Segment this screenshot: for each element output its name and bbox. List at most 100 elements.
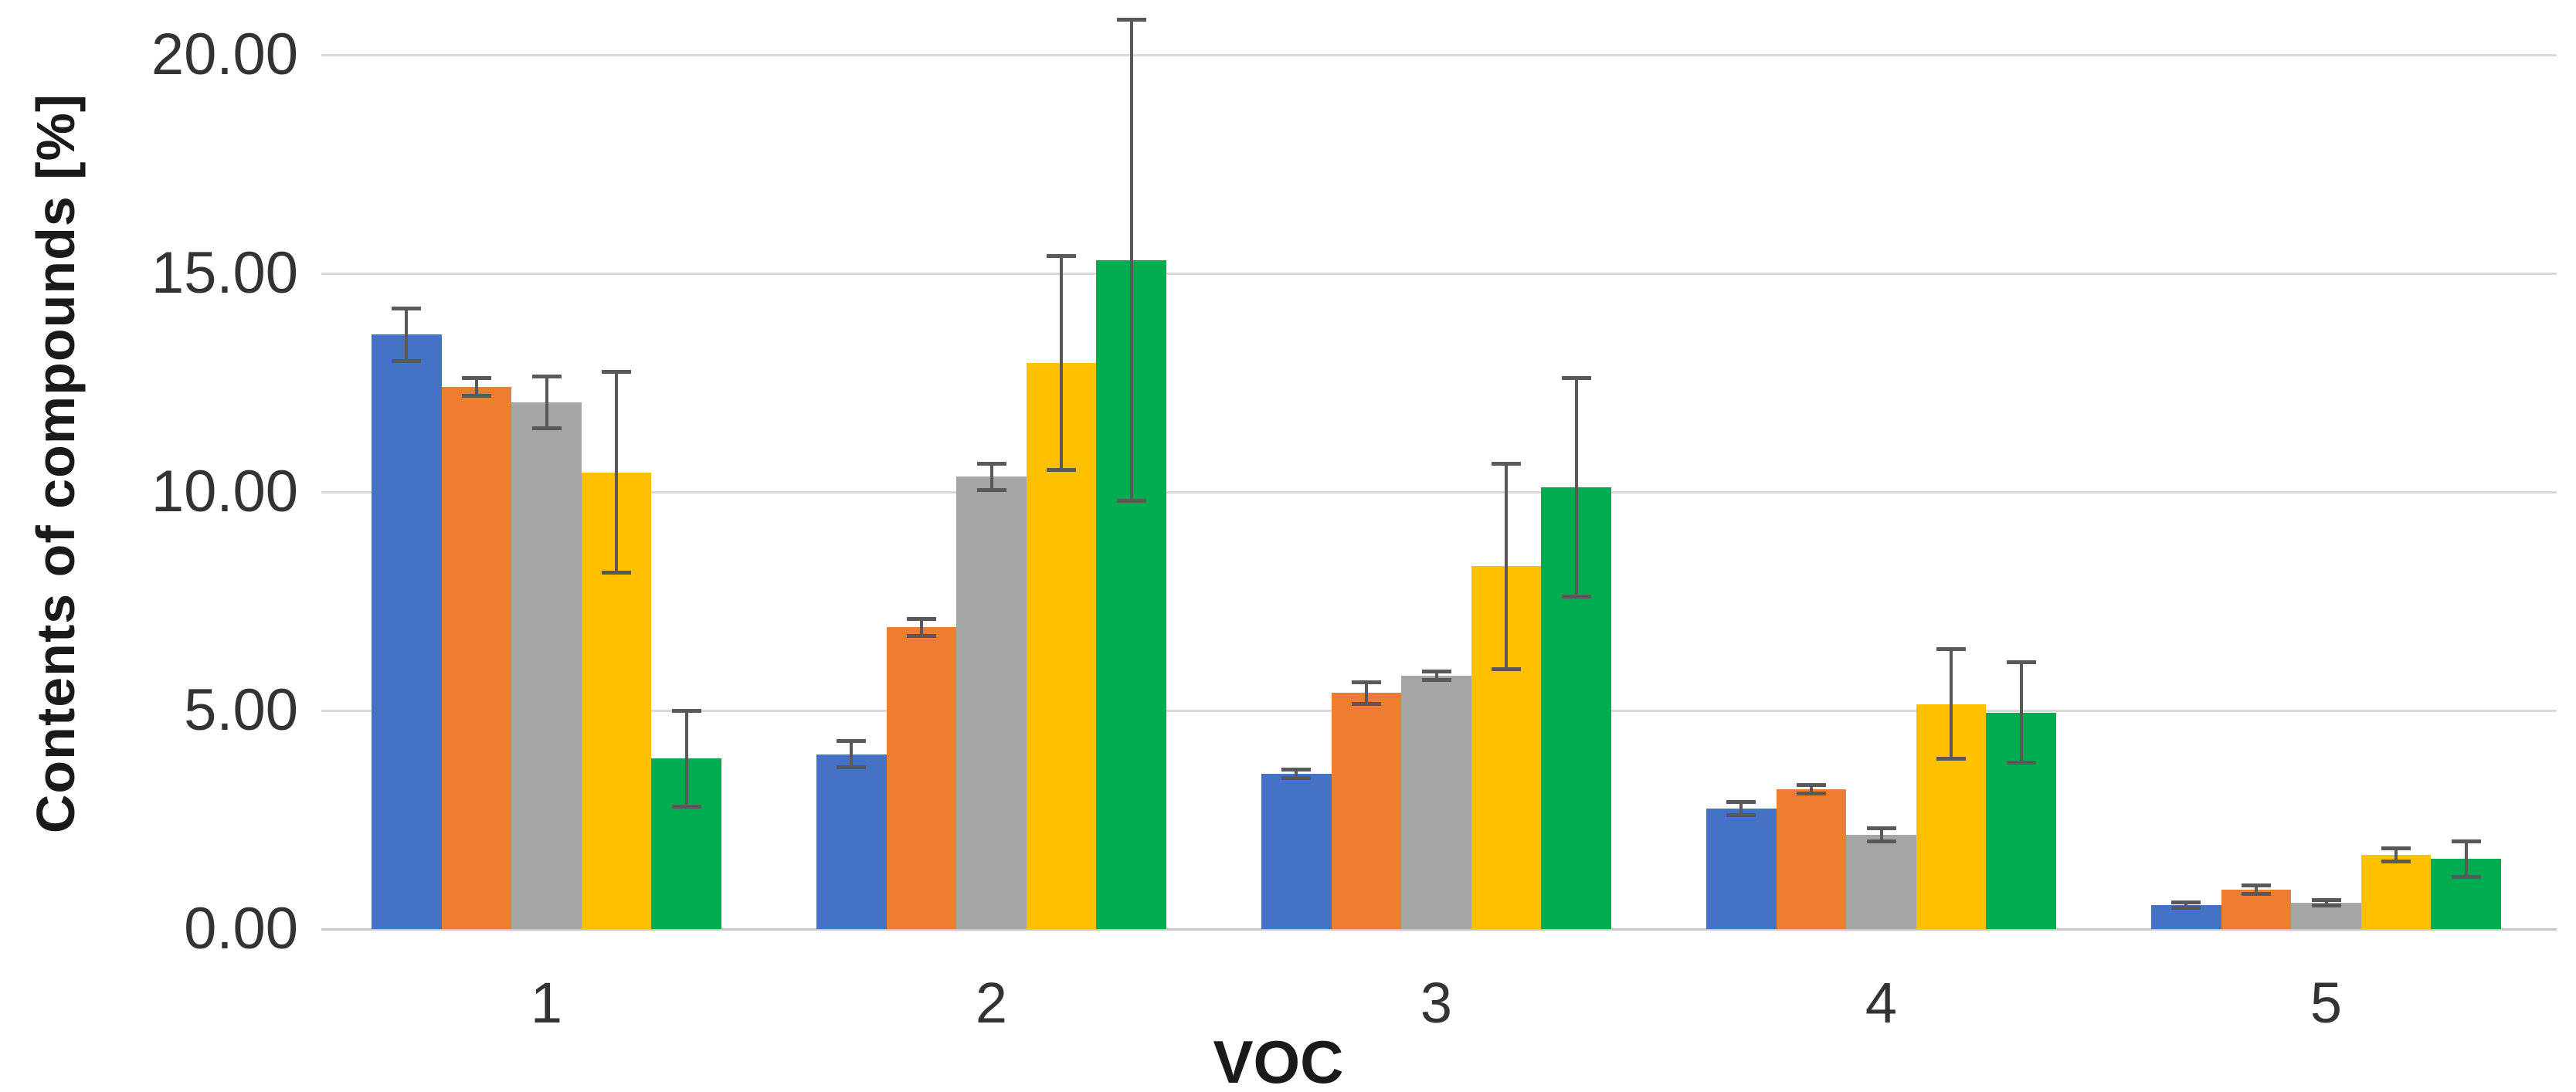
error-bar-line [545, 376, 548, 429]
error-bar-cap [1116, 498, 1146, 503]
error-bar-cap [1561, 595, 1591, 599]
x-tick-label: 1 [530, 971, 563, 1035]
error-bar-cap [1421, 669, 1451, 673]
error-bar-cap [1796, 782, 1826, 787]
error-bar-line [405, 308, 409, 361]
y-tick-label: 0.00 [184, 896, 298, 961]
bar-orange-voc5 [2221, 890, 2292, 929]
error-bar-cap [1351, 702, 1381, 706]
error-bar-line [1574, 378, 1578, 597]
error-bar-line [2254, 885, 2258, 894]
x-axis-title: VOC [1213, 1028, 1344, 1092]
error-bar-line [850, 741, 854, 768]
error-bar-cap [837, 739, 867, 744]
bar-orange-voc2 [886, 627, 957, 929]
error-bar-cap [2381, 846, 2411, 850]
error-bar-line [615, 371, 619, 573]
error-bar-cap [2171, 905, 2201, 910]
error-bar-line [684, 710, 688, 807]
error-bar-cap [1047, 468, 1077, 473]
x-tick-label: 2 [975, 971, 1008, 1035]
error-bar-cap [1866, 826, 1896, 831]
error-bar-line [989, 463, 993, 490]
error-bar-cap [1421, 677, 1451, 682]
error-bar-cap [671, 805, 701, 809]
error-bar-line [1879, 828, 1883, 842]
error-bar-cap [1726, 800, 1756, 805]
error-bar-cap [1281, 767, 1312, 772]
error-bar-cap [1351, 680, 1381, 684]
error-bar-line [1739, 802, 1743, 816]
error-bar-cap [906, 634, 936, 639]
error-bar-line [2324, 900, 2328, 906]
error-bar-cap [837, 765, 867, 770]
error-bar-cap [2006, 660, 2036, 665]
error-bar-line [1129, 19, 1133, 501]
error-bar-cap [2381, 859, 2411, 863]
bar-blue-voc4 [1706, 809, 1777, 929]
y-tick-label: 10.00 [151, 459, 298, 524]
x-tick-label: 4 [1865, 971, 1898, 1035]
bar-yellow-voc5 [2360, 854, 2432, 929]
y-axis-title: Contents of compounds [%] [25, 93, 86, 834]
bar-blue-voc2 [816, 754, 887, 929]
error-bar-line [2394, 848, 2398, 862]
error-bar-cap [2451, 839, 2481, 844]
error-bar-cap [976, 487, 1006, 492]
gridline [321, 272, 2557, 275]
error-bar-line [1060, 256, 1064, 470]
bar-gray-voc2 [956, 476, 1027, 929]
gridline [321, 53, 2557, 56]
error-bar-cap [1116, 18, 1146, 22]
error-bar-cap [2311, 903, 2341, 907]
error-bar-line [1809, 785, 1813, 794]
error-bar-cap [1561, 376, 1591, 381]
error-bar-cap [461, 376, 491, 381]
error-bar-cap [2241, 892, 2271, 897]
error-bar-line [1364, 682, 1368, 704]
error-bar-line [2184, 902, 2188, 908]
error-bar-cap [2451, 874, 2481, 879]
error-bar-cap [2311, 898, 2341, 903]
y-tick-label: 20.00 [151, 22, 298, 87]
y-tick-label: 5.00 [184, 677, 298, 743]
error-bar-cap [531, 374, 562, 378]
error-bar-cap [1492, 666, 1522, 671]
y-tick-label: 15.00 [151, 240, 298, 306]
error-bar-cap [1796, 792, 1826, 796]
bar-gray-voc3 [1401, 675, 1471, 929]
error-bar-cap [906, 616, 936, 621]
error-bar-cap [671, 708, 701, 713]
error-bar-cap [392, 358, 422, 363]
error-bar-line [474, 378, 478, 396]
error-bar-cap [1492, 461, 1522, 466]
x-tick-label: 5 [2310, 971, 2343, 1035]
gridline [321, 490, 2557, 493]
error-bar-cap [976, 461, 1006, 466]
bar-orange-voc3 [1331, 693, 1402, 929]
error-bar-cap [602, 369, 632, 374]
error-bar-cap [2006, 761, 2036, 765]
error-bar-cap [2241, 883, 2271, 887]
bar-gray-voc1 [511, 402, 582, 929]
error-bar-cap [1866, 839, 1896, 844]
bar-orange-voc1 [441, 387, 512, 929]
error-bar-line [1505, 463, 1509, 670]
error-bar-line [2464, 841, 2468, 877]
error-bar-cap [1726, 813, 1756, 818]
error-bar-cap [461, 393, 491, 398]
error-bar-cap [2171, 900, 2201, 904]
error-bar-cap [1936, 647, 1967, 652]
x-tick-label: 3 [1420, 971, 1453, 1035]
error-bar-cap [602, 571, 632, 575]
error-bar-line [1434, 671, 1438, 680]
bar-blue-voc1 [372, 334, 442, 929]
error-bar-cap [392, 306, 422, 310]
bar-gray-voc4 [1846, 835, 1916, 929]
error-bar-cap [531, 426, 562, 431]
error-bar-cap [1047, 253, 1077, 258]
error-bar-line [1295, 769, 1298, 778]
gridline [321, 928, 2557, 931]
error-bar-cap [1936, 756, 1967, 761]
